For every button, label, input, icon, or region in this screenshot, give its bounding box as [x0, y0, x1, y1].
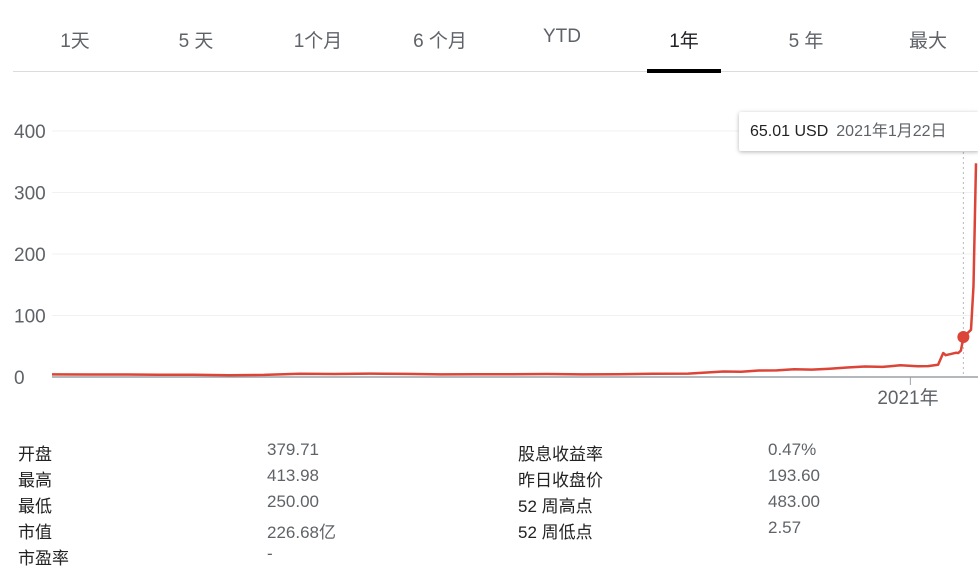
stat-market-cap: 市值 226.68亿	[18, 523, 336, 542]
y-tick-label: 0	[14, 368, 25, 389]
stat-52w-low: 52 周低点 2.57	[518, 518, 802, 542]
y-tick-label: 100	[14, 307, 46, 328]
tab-max[interactable]: 最大	[908, 31, 948, 52]
tab-1-year[interactable]: 1年	[669, 31, 699, 52]
y-tick-label: 300	[14, 184, 46, 205]
price-tooltip: 65.01 USD 2021年1月22日	[739, 112, 978, 151]
y-tick-label: 400	[14, 122, 46, 143]
hover-point	[957, 331, 970, 344]
y-tick-label: 200	[14, 245, 46, 266]
price-chart[interactable]: 0 100 200 300 400 2021年	[0, 0, 978, 420]
tab-1-month[interactable]: 1个月	[293, 31, 343, 52]
x-tick-label: 2021年	[877, 387, 938, 409]
stat-open: 开盘 379.71	[18, 440, 319, 464]
stat-52w-high: 52 周高点 483.00	[518, 492, 820, 516]
stat-pe-ratio: 市盈率 -	[18, 544, 273, 568]
stat-low: 最低 250.00	[18, 492, 319, 516]
price-line	[51, 163, 978, 377]
tab-5-day[interactable]: 5 天	[178, 31, 214, 52]
tab-ytd[interactable]: YTD	[543, 26, 581, 47]
stat-dividend-yield: 股息收益率 0.47%	[518, 440, 817, 464]
tooltip-price: 65.01 USD	[750, 123, 829, 140]
tab-5-year[interactable]: 5 年	[788, 31, 824, 52]
tab-6-month[interactable]: 6 个月	[413, 31, 467, 52]
range-tabs: 1天 5 天 1个月 6 个月 YTD 1年 5 年 最大	[13, 0, 978, 72]
tooltip-date: 2021年1月22日	[836, 123, 947, 140]
stat-high: 最高 413.98	[18, 466, 319, 490]
active-tab-indicator	[647, 69, 721, 73]
stat-prev-close: 昨日收盘价 193.60	[518, 466, 820, 490]
tab-1-day[interactable]: 1天	[60, 31, 90, 52]
